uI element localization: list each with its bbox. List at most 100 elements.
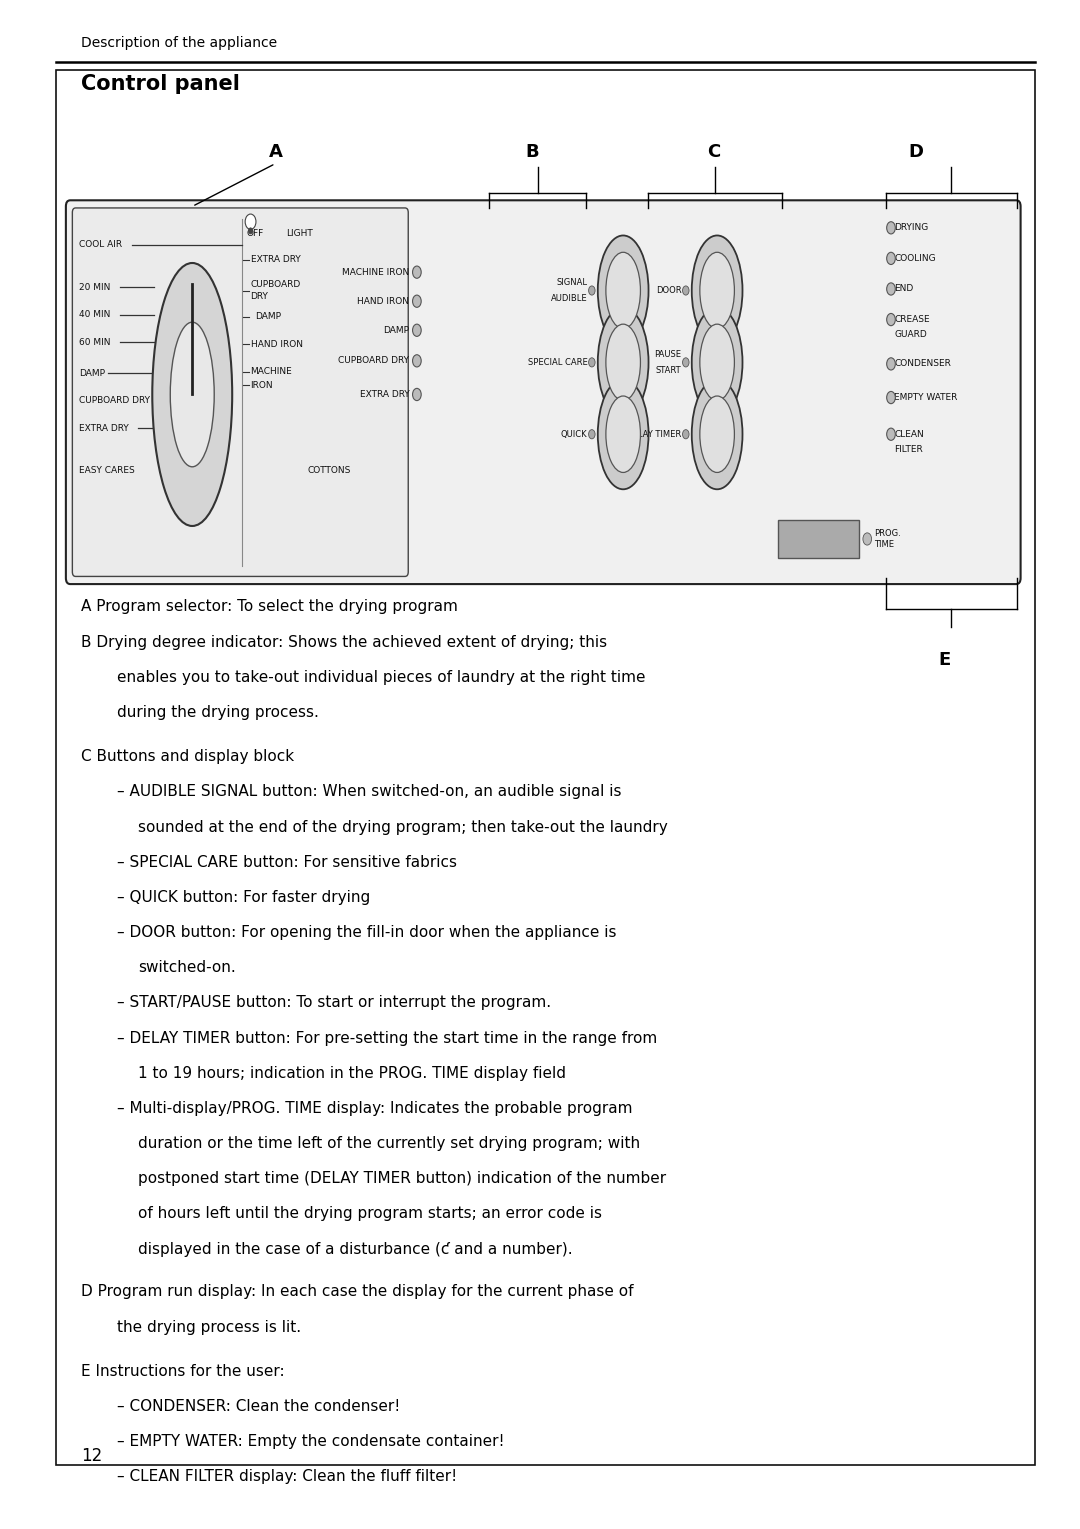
Text: FILTER: FILTER [894, 445, 923, 454]
Text: DAMP: DAMP [383, 326, 409, 335]
Text: IRON: IRON [251, 381, 273, 390]
Text: CREASE: CREASE [894, 315, 930, 324]
Text: E Instructions for the user:: E Instructions for the user: [81, 1364, 285, 1379]
Text: EXTRA DRY: EXTRA DRY [79, 424, 129, 433]
Circle shape [589, 430, 595, 439]
Text: – DELAY TIMER button: For pre-setting the start time in the range from: – DELAY TIMER button: For pre-setting th… [117, 1031, 657, 1046]
Text: HAND IRON: HAND IRON [357, 297, 409, 306]
Text: – EMPTY WATER: Empty the condensate container!: – EMPTY WATER: Empty the condensate cont… [117, 1434, 504, 1449]
Text: enables you to take-out individual pieces of laundry at the right time: enables you to take-out individual piece… [117, 670, 645, 685]
Text: START: START [656, 365, 681, 375]
Text: D Program run display: In each case the display for the current phase of: D Program run display: In each case the … [81, 1284, 634, 1300]
Text: PAUSE: PAUSE [654, 350, 681, 359]
Circle shape [887, 252, 895, 265]
Ellipse shape [598, 379, 648, 489]
Text: during the drying process.: during the drying process. [117, 705, 319, 720]
Text: – CLEAN FILTER display: Clean the fluff filter!: – CLEAN FILTER display: Clean the fluff … [117, 1469, 457, 1485]
Text: MACHINE IRON: MACHINE IRON [342, 268, 409, 277]
Text: D: D [908, 144, 923, 162]
Text: – DOOR button: For opening the fill-in door when the appliance is: – DOOR button: For opening the fill-in d… [117, 925, 616, 940]
Circle shape [683, 358, 689, 367]
Circle shape [413, 324, 421, 336]
Text: – SPECIAL CARE button: For sensitive fabrics: – SPECIAL CARE button: For sensitive fab… [117, 855, 457, 870]
Ellipse shape [152, 263, 232, 526]
Text: 20 MIN: 20 MIN [79, 283, 110, 292]
Ellipse shape [606, 396, 640, 472]
Circle shape [887, 283, 895, 295]
Circle shape [413, 355, 421, 367]
Text: COTTONS: COTTONS [308, 466, 351, 476]
Text: E: E [939, 651, 951, 670]
Circle shape [589, 358, 595, 367]
Text: 40 MIN: 40 MIN [79, 310, 110, 320]
Text: Control panel: Control panel [81, 73, 240, 95]
Text: B: B [526, 144, 539, 162]
Text: DELAY TIMER: DELAY TIMER [626, 430, 681, 439]
Text: Description of the appliance: Description of the appliance [81, 35, 278, 50]
Text: EMPTY WATER: EMPTY WATER [894, 393, 958, 402]
Circle shape [248, 228, 253, 234]
Circle shape [413, 266, 421, 278]
Ellipse shape [700, 252, 734, 329]
Ellipse shape [598, 307, 648, 417]
Text: DOOR: DOOR [656, 286, 681, 295]
Text: – CONDENSER: Clean the condenser!: – CONDENSER: Clean the condenser! [117, 1399, 400, 1414]
Text: – QUICK button: For faster drying: – QUICK button: For faster drying [117, 890, 369, 905]
Text: SIGNAL: SIGNAL [556, 278, 588, 287]
Circle shape [887, 391, 895, 404]
Text: EASY CARES: EASY CARES [79, 466, 135, 476]
Circle shape [683, 286, 689, 295]
Circle shape [887, 313, 895, 326]
Text: EXTRA DRY: EXTRA DRY [251, 255, 300, 265]
Ellipse shape [606, 324, 640, 401]
Text: the drying process is lit.: the drying process is lit. [117, 1320, 300, 1335]
Ellipse shape [171, 323, 214, 466]
Text: LIGHT: LIGHT [286, 229, 313, 239]
Ellipse shape [700, 324, 734, 401]
Text: PROG.
TIME: PROG. TIME [874, 529, 901, 549]
Circle shape [413, 388, 421, 401]
Text: – START/PAUSE button: To start or interrupt the program.: – START/PAUSE button: To start or interr… [117, 995, 551, 1011]
Text: C: C [707, 144, 720, 162]
Text: GUARD: GUARD [894, 330, 927, 339]
Text: EXTRA DRY: EXTRA DRY [360, 390, 409, 399]
Text: – Multi-display/PROG. TIME display: Indicates the probable program: – Multi-display/PROG. TIME display: Indi… [117, 1101, 632, 1116]
Text: DAMP: DAMP [79, 368, 105, 378]
Text: OFF: OFF [246, 229, 264, 239]
Text: – AUDIBLE SIGNAL button: When switched-on, an audible signal is: – AUDIBLE SIGNAL button: When switched-o… [117, 784, 621, 800]
Circle shape [589, 286, 595, 295]
Circle shape [863, 534, 872, 546]
Bar [778, 520, 859, 558]
Text: CUPBOARD: CUPBOARD [251, 280, 301, 289]
Text: A Program selector: To select the drying program: A Program selector: To select the drying… [81, 599, 458, 615]
Circle shape [413, 295, 421, 307]
Circle shape [683, 430, 689, 439]
Text: CONDENSER: CONDENSER [894, 359, 951, 368]
Ellipse shape [692, 235, 743, 346]
Text: 1 to 19 hours; indication in the PROG. TIME display field: 1 to 19 hours; indication in the PROG. T… [138, 1066, 566, 1081]
Text: AUDIBLE: AUDIBLE [551, 294, 588, 303]
Text: CLEAN: CLEAN [894, 430, 924, 439]
Text: duration or the time left of the currently set drying program; with: duration or the time left of the current… [138, 1136, 640, 1151]
Circle shape [887, 428, 895, 440]
Text: COOLING: COOLING [894, 254, 936, 263]
FancyBboxPatch shape [66, 200, 1021, 584]
Text: HAND IRON: HAND IRON [251, 339, 302, 349]
Text: of hours left until the drying program starts; an error code is: of hours left until the drying program s… [138, 1206, 603, 1222]
Circle shape [887, 222, 895, 234]
FancyBboxPatch shape [72, 208, 408, 576]
Ellipse shape [598, 235, 648, 346]
Text: MACHINE: MACHINE [251, 367, 293, 376]
Text: DRY: DRY [251, 292, 269, 301]
Circle shape [245, 214, 256, 229]
Text: C Buttons and display block: C Buttons and display block [81, 749, 294, 764]
Text: COOL AIR: COOL AIR [79, 240, 122, 249]
Text: QUICK: QUICK [561, 430, 588, 439]
Text: SPECIAL CARE: SPECIAL CARE [528, 358, 588, 367]
Ellipse shape [606, 252, 640, 329]
Text: DAMP: DAMP [255, 312, 281, 321]
Ellipse shape [700, 396, 734, 472]
Text: postponed start time (DELAY TIMER button) indication of the number: postponed start time (DELAY TIMER button… [138, 1171, 666, 1187]
FancyBboxPatch shape [56, 70, 1035, 1465]
Text: sounded at the end of the drying program; then take-out the laundry: sounded at the end of the drying program… [138, 820, 669, 835]
